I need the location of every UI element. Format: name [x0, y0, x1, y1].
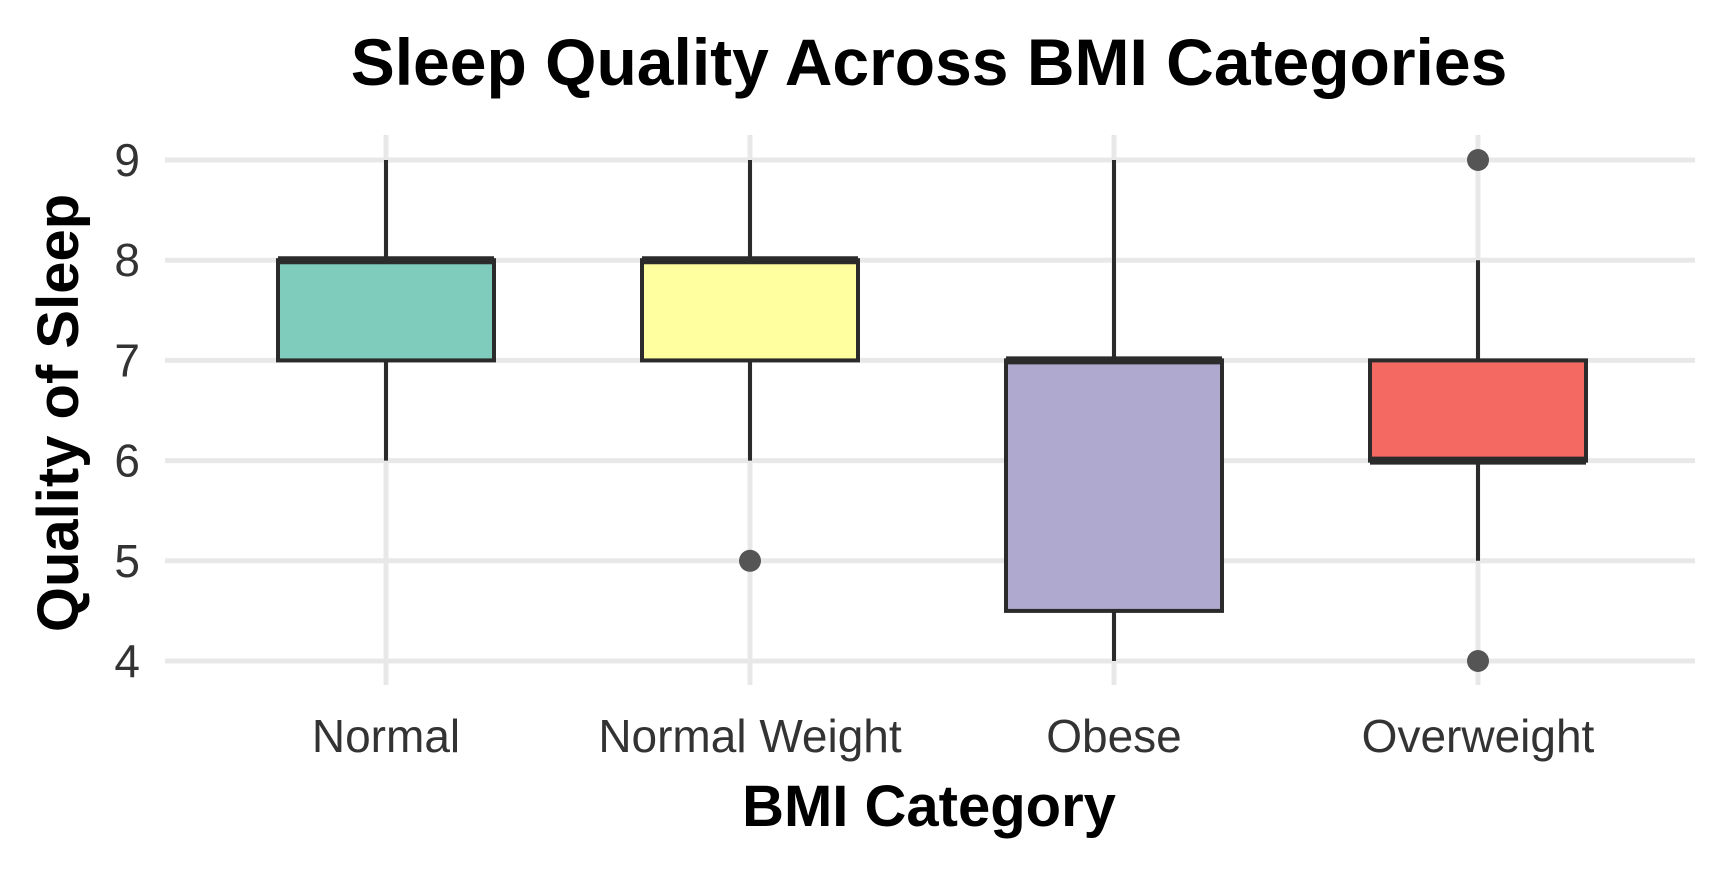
outlier-point	[1467, 650, 1489, 672]
outlier-point	[739, 549, 761, 572]
x-tick-label: Normal	[312, 710, 460, 762]
y-axis-ticks: 4 5 6 7 8 9	[114, 134, 140, 687]
y-tick-label: 6	[114, 435, 140, 487]
iqr-box	[640, 258, 860, 363]
x-axis-ticks: Normal Normal Weight Obese Overweight	[312, 710, 1595, 762]
iqr-box	[1004, 358, 1224, 613]
y-tick-label: 5	[114, 535, 140, 587]
x-axis-title: BMI Category	[742, 774, 1116, 839]
box-obese	[1004, 160, 1224, 661]
y-tick-label: 8	[114, 234, 140, 286]
x-tick-label: Normal Weight	[598, 710, 902, 762]
y-tick-label: 9	[114, 134, 140, 186]
x-tick-label: Overweight	[1362, 710, 1595, 762]
x-tick-label: Obese	[1046, 710, 1182, 762]
outlier-point	[1467, 149, 1489, 171]
iqr-box	[276, 258, 496, 363]
y-tick-label: 7	[114, 334, 140, 386]
box-normal	[276, 160, 496, 461]
box-overweight	[1368, 149, 1588, 672]
y-tick-label: 4	[114, 635, 140, 687]
box-layer	[276, 149, 1588, 672]
chart-title: Sleep Quality Across BMI Categories	[351, 25, 1508, 99]
iqr-box	[1368, 358, 1588, 463]
y-axis-title: Quality of Sleep	[26, 194, 91, 632]
box-normal-weight	[640, 160, 860, 572]
